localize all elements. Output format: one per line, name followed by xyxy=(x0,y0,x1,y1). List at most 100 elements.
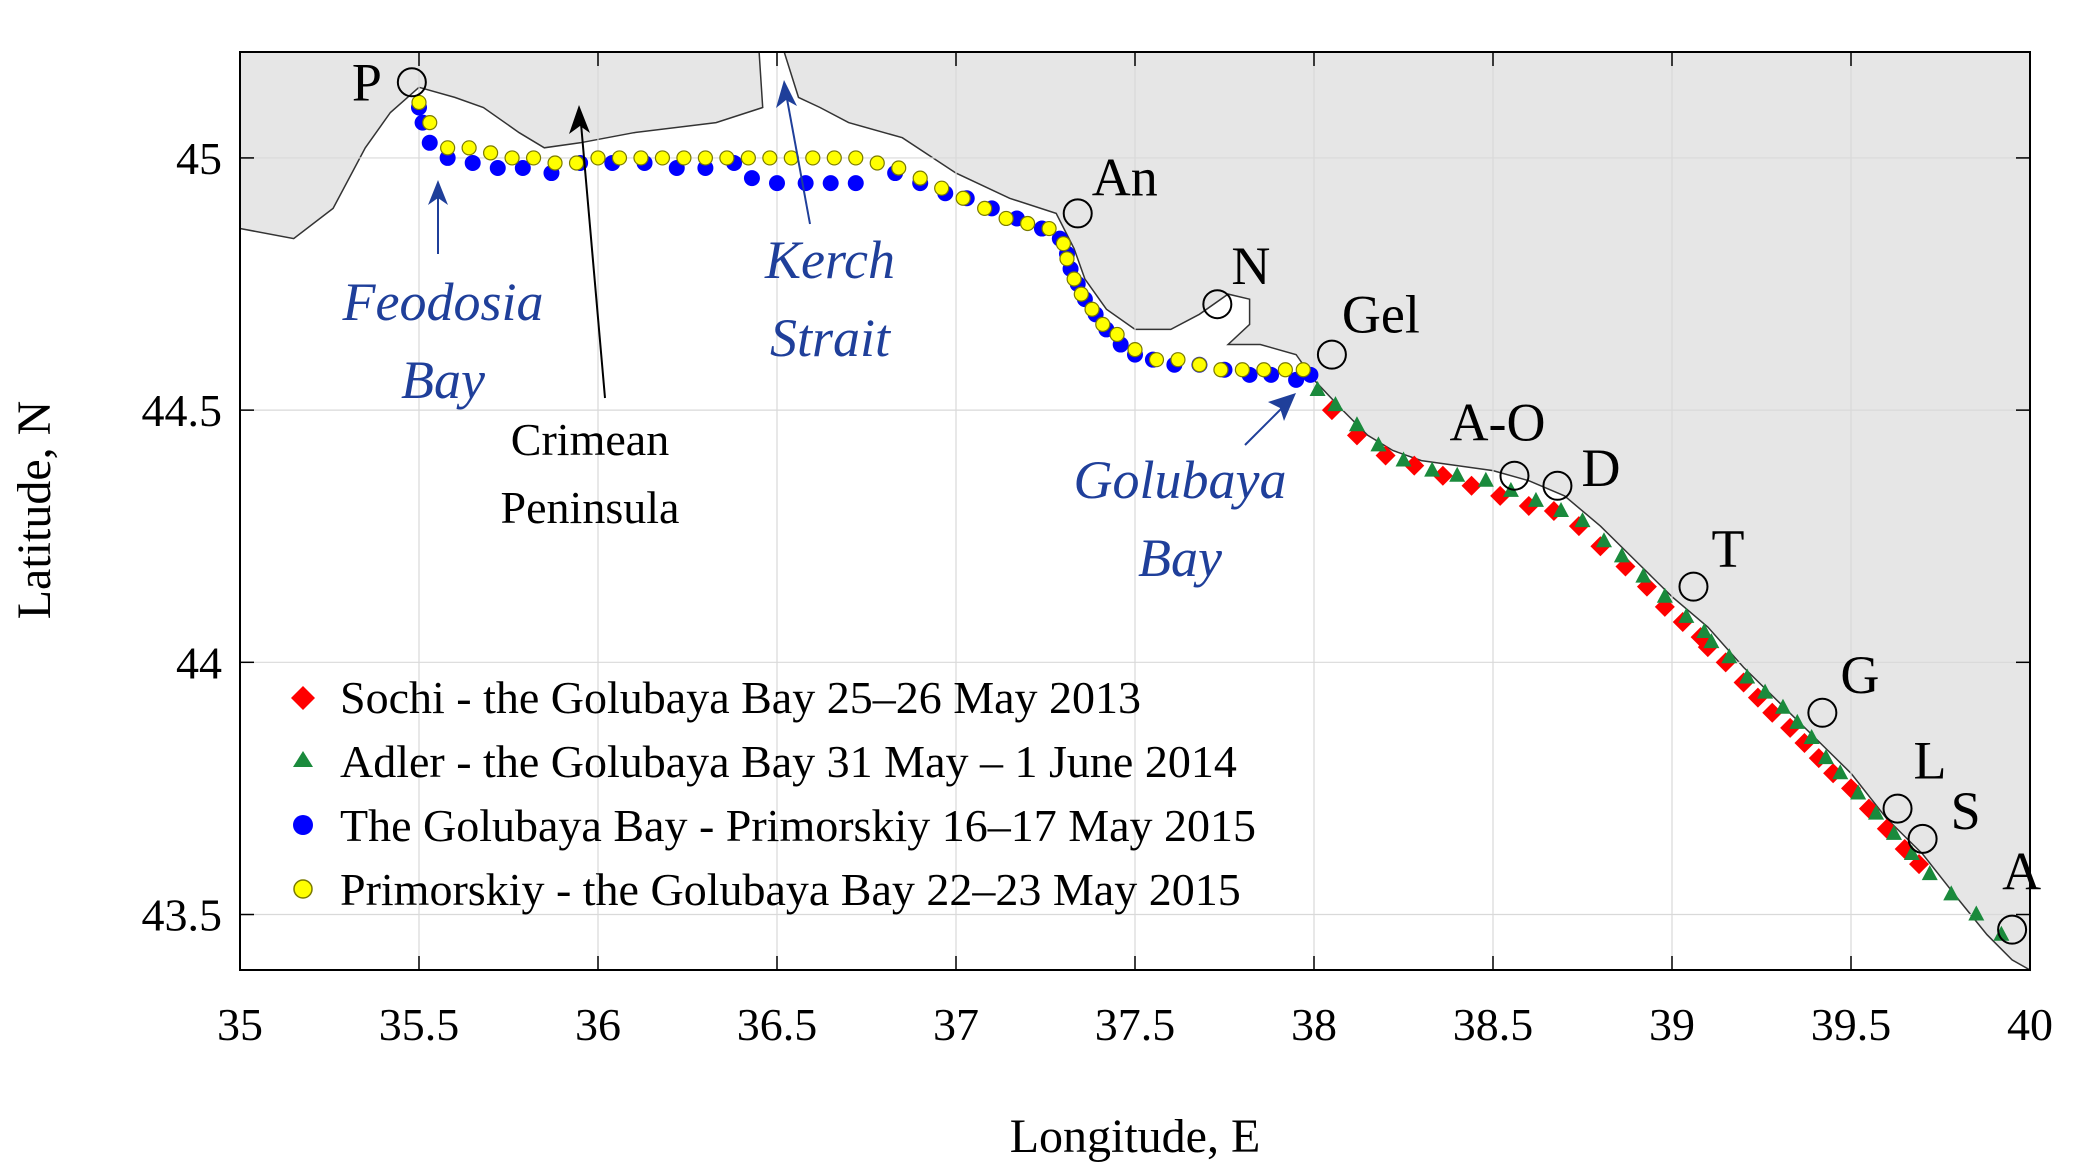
data-point xyxy=(1234,362,1251,378)
station-circle xyxy=(1202,289,1233,320)
station-label: D xyxy=(1581,438,1620,498)
data-point xyxy=(1424,461,1441,477)
crimea-land xyxy=(239,51,764,240)
data-point xyxy=(1553,502,1570,517)
data-point xyxy=(461,140,477,156)
data-point xyxy=(1850,784,1867,800)
data-point xyxy=(1817,749,1834,765)
data-point xyxy=(1295,362,1311,378)
station-circle xyxy=(1882,793,1913,824)
data-point xyxy=(769,175,785,192)
data-point xyxy=(1943,885,1960,901)
station-circle xyxy=(1807,697,1838,728)
data-point xyxy=(1348,416,1365,432)
station-label: An xyxy=(1092,147,1158,207)
data-point xyxy=(633,150,649,166)
data-point xyxy=(1395,451,1412,467)
data-point xyxy=(869,155,885,171)
x-tick-label: 36 xyxy=(575,999,621,1050)
kerch-arrow-shaft xyxy=(784,87,811,225)
data-point xyxy=(464,154,481,171)
data-point xyxy=(1574,512,1591,528)
data-point xyxy=(1613,547,1630,563)
station-n: N xyxy=(1202,236,1270,320)
station-label: L xyxy=(1914,731,1947,791)
data-point xyxy=(847,175,864,192)
data-point xyxy=(547,155,563,171)
data-point xyxy=(611,150,628,166)
legend-label: Primorskiy - the Golubaya Bay 22–23 May … xyxy=(340,864,1241,915)
station-label: N xyxy=(1231,236,1270,296)
data-point xyxy=(1370,436,1387,452)
station-circle xyxy=(1997,914,2028,945)
x-tick-label: 39.5 xyxy=(1811,999,1892,1050)
data-point xyxy=(1432,465,1453,486)
station-a-o: A-O xyxy=(1449,393,1545,491)
crimean-label-line1: Crimean xyxy=(511,414,669,465)
data-point xyxy=(1595,532,1612,548)
x-tick-label: 38 xyxy=(1291,999,1337,1050)
feodosia-label-line2: Bay xyxy=(401,350,485,410)
data-point xyxy=(1968,905,1985,921)
y-tick-labels: 43.5 44 44.5 45 xyxy=(142,133,223,941)
station-s: S xyxy=(1907,781,1981,854)
y-tick-label: 44.5 xyxy=(142,385,223,436)
data-point xyxy=(489,160,506,177)
legend-item-sochi: Sochi - the Golubaya Bay 25–26 May 2013 xyxy=(291,672,1141,723)
x-tick-label: 36.5 xyxy=(737,999,818,1050)
station-circle xyxy=(1316,339,1347,370)
kerch-strait-annotation: Kerch Strait xyxy=(764,80,895,368)
y-tick-label: 43.5 xyxy=(142,890,223,941)
golubaya-label-line1: Golubaya xyxy=(1074,450,1287,510)
land-mass xyxy=(239,51,2031,972)
survey-tracks xyxy=(411,94,2010,941)
data-point xyxy=(912,170,928,186)
station-label: P xyxy=(352,52,382,112)
data-point xyxy=(1327,396,1344,412)
data-point xyxy=(1256,362,1272,378)
data-point xyxy=(1868,804,1885,820)
data-point xyxy=(998,210,1014,227)
data-point xyxy=(525,150,542,166)
data-point xyxy=(1678,607,1695,623)
y-tick-label: 44 xyxy=(176,637,222,688)
station-p: P xyxy=(352,52,427,112)
station-circle xyxy=(1062,198,1093,229)
data-point xyxy=(1656,587,1673,603)
station-label: T xyxy=(1711,519,1744,579)
data-point xyxy=(743,170,760,187)
data-point xyxy=(1277,362,1293,378)
data-point xyxy=(1477,471,1494,487)
kerch-label-line1: Kerch xyxy=(764,230,895,290)
data-point xyxy=(1148,352,1165,368)
station-label: Gel xyxy=(1342,285,1420,345)
data-point xyxy=(1449,466,1466,482)
data-point xyxy=(1762,702,1783,723)
x-tick-label: 37.5 xyxy=(1095,999,1176,1050)
data-point xyxy=(805,150,821,166)
x-tick-label: 35 xyxy=(217,999,263,1050)
legend-item-adler: Adler - the Golubaya Bay 31 May – 1 June… xyxy=(293,736,1237,787)
x-tick-labels: 35 35.5 36 36.5 37 37.5 38 38.5 39 39.5 40 xyxy=(217,999,2053,1050)
station-circle xyxy=(1907,823,1938,854)
data-point xyxy=(590,150,606,166)
y-tick-label: 45 xyxy=(176,133,222,184)
data-point xyxy=(676,150,692,166)
data-point xyxy=(1404,455,1425,476)
data-point xyxy=(1832,764,1849,780)
data-point xyxy=(1739,668,1756,684)
crimean-label-line2: Peninsula xyxy=(501,482,680,533)
data-point xyxy=(1803,728,1820,744)
station-a: A xyxy=(1997,842,2041,945)
station-circle xyxy=(396,67,427,98)
data-point xyxy=(1059,251,1075,267)
data-point xyxy=(1309,380,1326,396)
x-tick-label: 37 xyxy=(933,999,979,1050)
legend: Sochi - the Golubaya Bay 25–26 May 2013 … xyxy=(291,672,1256,915)
station-gel: Gel xyxy=(1316,285,1420,370)
feodosia-arrow-head xyxy=(428,180,448,205)
legend-item-primorskiy-golubaya: Primorskiy - the Golubaya Bay 22–23 May … xyxy=(293,864,1241,915)
data-point xyxy=(1213,362,1229,378)
data-point xyxy=(1789,713,1806,729)
